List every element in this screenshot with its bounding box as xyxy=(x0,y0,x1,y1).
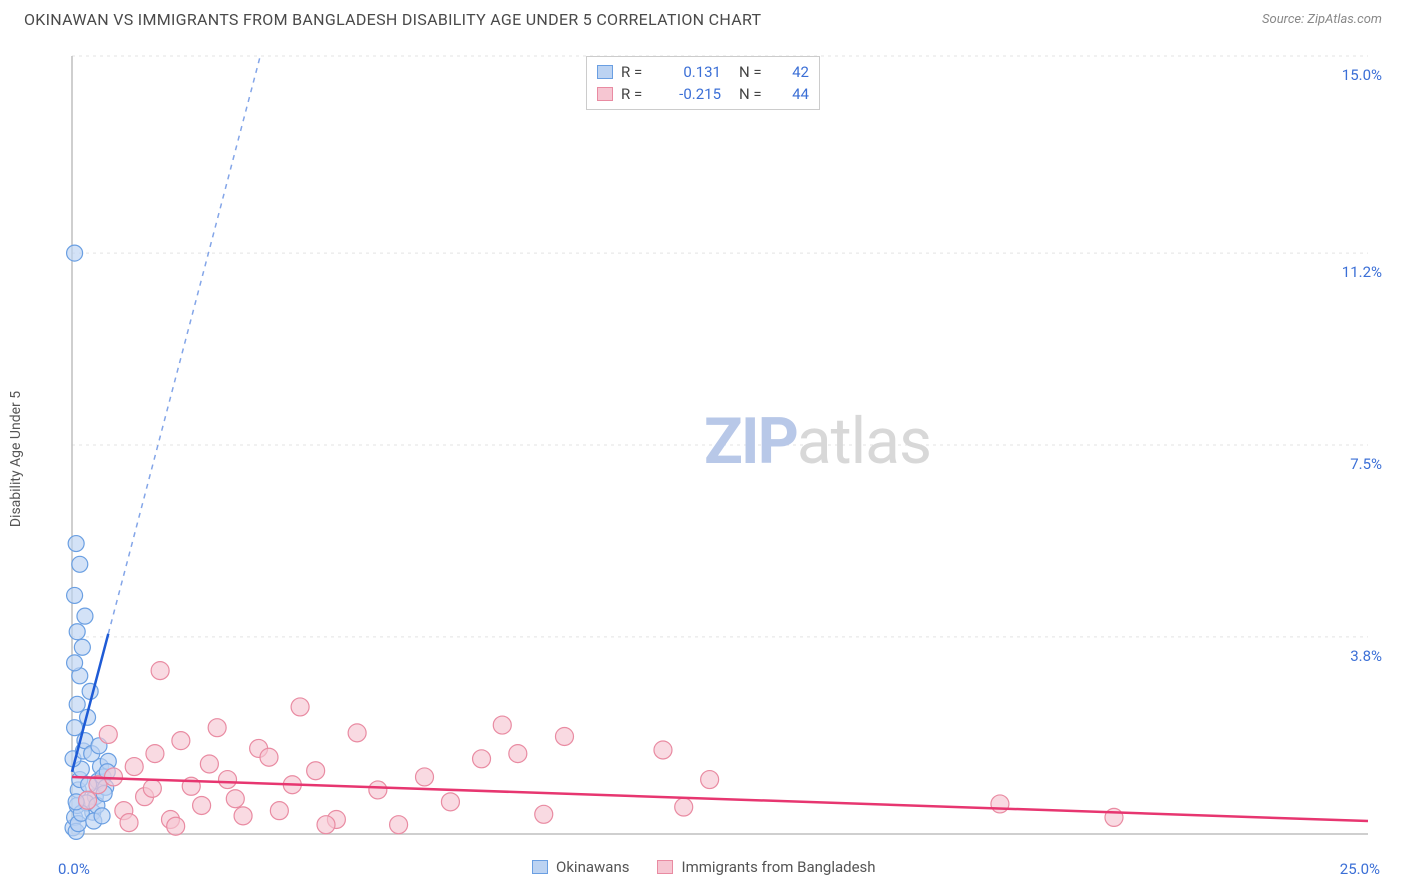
x-max-tick: 25.0% xyxy=(1340,860,1380,878)
header: OKINAWAN VS IMMIGRANTS FROM BANGLADESH D… xyxy=(0,0,1406,35)
swatch-icon xyxy=(597,65,613,79)
y-tick: 15.0% xyxy=(1342,66,1382,84)
y-tick: 11.2% xyxy=(1342,263,1382,281)
stats-row: R = -0.215 N = 44 xyxy=(597,83,809,105)
source-label: Source: ZipAtlas.com xyxy=(1262,12,1382,27)
y-tick: 3.8% xyxy=(1350,647,1382,665)
chart-area: Disability Age Under 5 ZIPatlas R = 0.13… xyxy=(24,44,1382,874)
x-origin-tick: 0.0% xyxy=(58,860,90,878)
stats-row: R = 0.131 N = 42 xyxy=(597,61,809,83)
stats-legend: R = 0.131 N = 42 R = -0.215 N = 44 xyxy=(586,56,820,110)
y-tick: 7.5% xyxy=(1350,455,1382,473)
series-legend: Okinawans Immigrants from Bangladesh xyxy=(532,858,876,876)
swatch-icon xyxy=(657,860,673,874)
scatter-plot xyxy=(52,44,1382,854)
legend-item: Immigrants from Bangladesh xyxy=(657,858,875,876)
chart-title: OKINAWAN VS IMMIGRANTS FROM BANGLADESH D… xyxy=(24,10,761,29)
legend-item: Okinawans xyxy=(532,858,629,876)
swatch-icon xyxy=(597,87,613,101)
y-axis-label: Disability Age Under 5 xyxy=(8,391,24,527)
swatch-icon xyxy=(532,860,548,874)
